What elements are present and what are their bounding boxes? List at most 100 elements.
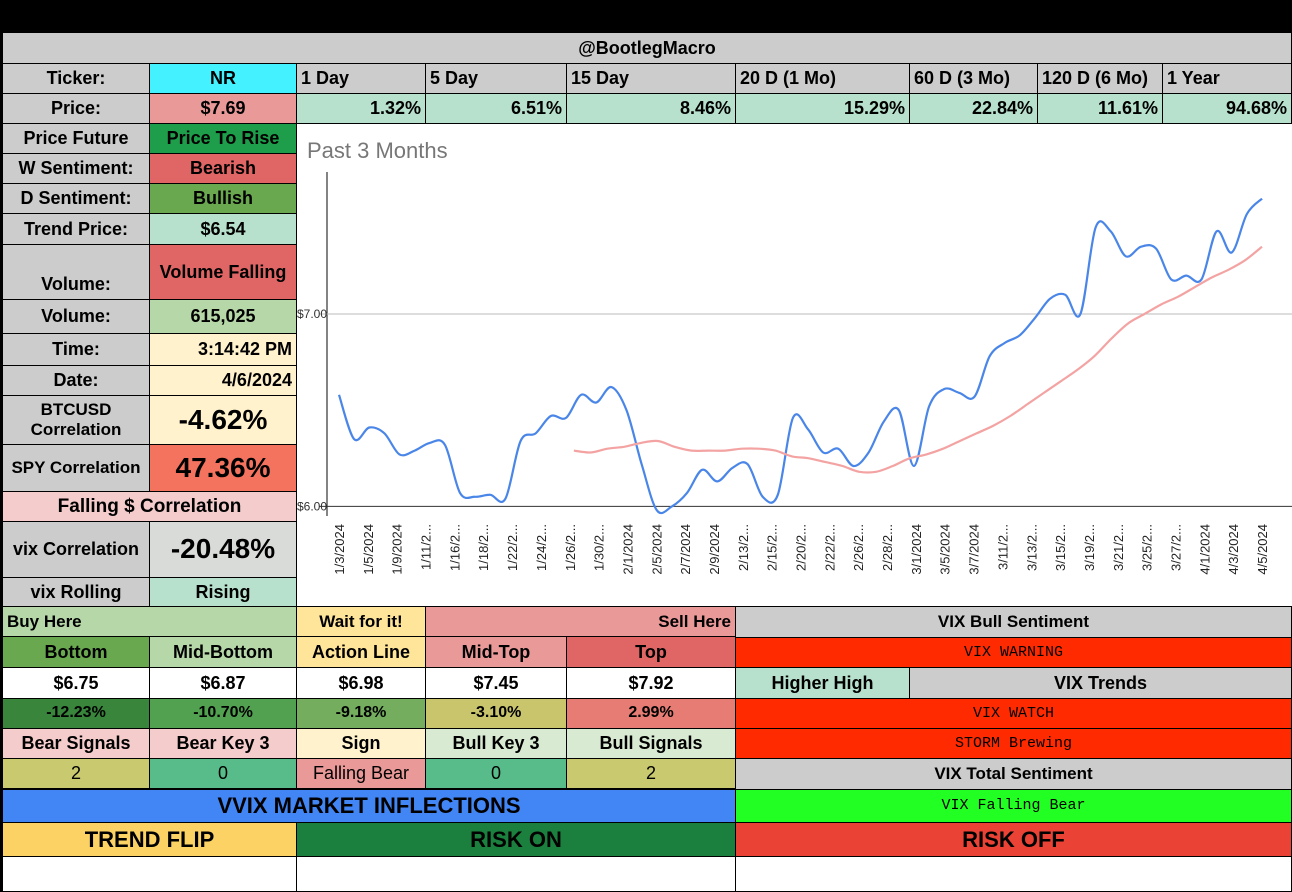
- level-price-mid-top: $7.45: [425, 667, 567, 699]
- trend-price-label: Trend Price:: [2, 213, 150, 245]
- time-value: 3:14:42 PM: [149, 333, 297, 366]
- period-value-120d: 11.61%: [1037, 93, 1163, 124]
- w-sentiment-label: W Sentiment:: [2, 153, 150, 184]
- x-tick-label: 2/26/2...: [851, 524, 866, 571]
- vix-rolling-label: vix Rolling: [2, 577, 150, 607]
- price-series-line: [337, 197, 1263, 515]
- buy-here-label: Buy Here: [2, 606, 297, 637]
- x-tick-label: 3/25/2...: [1140, 524, 1155, 571]
- vix-storm-brewing: STORM Brewing: [735, 728, 1292, 759]
- level-pct-action-line: -9.18%: [296, 698, 426, 729]
- period-value-1d: 1.32%: [296, 93, 426, 124]
- chart-title: Past 3 Months: [307, 138, 448, 163]
- vix-watch: VIX WATCH: [735, 698, 1292, 729]
- d-sentiment-label: D Sentiment:: [2, 183, 150, 214]
- x-tick-label: 3/19/2...: [1082, 524, 1097, 571]
- x-tick-label: 4/5/2024: [1255, 524, 1270, 575]
- x-tick-label: 3/21/2...: [1111, 524, 1126, 571]
- signal-header-bear: Bear Signals: [2, 728, 150, 759]
- x-tick-label: 4/1/2024: [1197, 524, 1212, 575]
- x-tick-label: 1/24/2...: [534, 524, 549, 571]
- period-label-60d: 60 D (3 Mo): [909, 63, 1038, 94]
- vix-rolling-value: Rising: [149, 577, 297, 607]
- period-value-60d: 22.84%: [909, 93, 1038, 124]
- x-tick-label: 2/22/2...: [822, 524, 837, 571]
- level-pct-mid-top: -3.10%: [425, 698, 567, 729]
- btc-correlation-value: -4.62%: [149, 395, 297, 445]
- vix-correlation-label: vix Correlation: [2, 521, 150, 578]
- trend-flip-label: TREND FLIP: [2, 822, 297, 857]
- signal-value-bear: 2: [2, 758, 150, 789]
- x-tick-label: 1/3/2024: [332, 524, 347, 575]
- x-tick-label: 1/16/2...: [447, 524, 462, 571]
- signal-header-sign: Sign: [296, 728, 426, 759]
- x-tick-label: 4/3/2024: [1226, 524, 1241, 575]
- signal-header-bull-key3: Bull Key 3: [425, 728, 567, 759]
- header-title: @BootlegMacro: [2, 32, 1292, 64]
- period-value-5d: 6.51%: [425, 93, 567, 124]
- vix-falling-bear: VIX Falling Bear: [735, 789, 1292, 823]
- date-label: Date:: [2, 365, 150, 396]
- price-chart: Past 3 Months $7.00 $6.00 1/3/2024 1/5/2024…: [297, 124, 1292, 606]
- level-price-top: $7.92: [566, 667, 736, 699]
- signal-header-bear-key3: Bear Key 3: [149, 728, 297, 759]
- period-value-15d: 8.46%: [566, 93, 736, 124]
- moving-average-line: [573, 245, 1263, 474]
- vix-warning: VIX WARNING: [735, 637, 1292, 668]
- volume-trend-label: Volume:: [2, 244, 150, 300]
- signal-value-bull-key3: 0: [425, 758, 567, 789]
- level-header-mid-top: Mid-Top: [425, 636, 567, 668]
- x-tick-label: 3/5/2024: [938, 524, 953, 575]
- period-label-15d: 15 Day: [566, 63, 736, 94]
- price-value: $7.69: [149, 93, 297, 124]
- date-value: 4/6/2024: [149, 365, 297, 396]
- period-label-1y: 1 Year: [1162, 63, 1292, 94]
- period-value-20d: 15.29%: [735, 93, 910, 124]
- period-value-1y: 94.68%: [1162, 93, 1292, 124]
- ticker-label: Ticker:: [2, 63, 150, 94]
- x-tick-label: 3/11/2...: [995, 524, 1010, 570]
- trend-flip-cell: [2, 856, 297, 892]
- volume-trend-value: Volume Falling: [149, 244, 297, 300]
- d-sentiment-value: Bullish: [149, 183, 297, 214]
- x-tick-label: 2/9/2024: [707, 524, 722, 575]
- risk-on-label: RISK ON: [296, 822, 736, 857]
- time-label: Time:: [2, 333, 150, 366]
- x-tick-label: 1/30/2...: [592, 524, 607, 571]
- vix-bull-sentiment-label: VIX Bull Sentiment: [735, 606, 1292, 638]
- spy-correlation-value: 47.36%: [149, 444, 297, 492]
- signal-value-sign: Falling Bear: [296, 758, 426, 789]
- y-tick-label: $7.00: [297, 307, 327, 321]
- price-future-value: Price To Rise: [149, 123, 297, 154]
- vix-higher-high: Higher High: [735, 667, 910, 699]
- level-pct-mid-bottom: -10.70%: [149, 698, 297, 729]
- x-tick-label: 1/26/2...: [563, 524, 578, 571]
- w-sentiment-value: Bearish: [149, 153, 297, 184]
- x-tick-label: 1/18/2...: [476, 524, 491, 571]
- x-tick-label: 1/5/2024: [361, 524, 376, 575]
- ticker-value: NR: [149, 63, 297, 94]
- spy-correlation-label: SPY Correlation: [2, 444, 150, 492]
- level-pct-bottom: -12.23%: [2, 698, 150, 729]
- x-tick-label: 2/15/2...: [765, 524, 780, 571]
- falling-correlation-label: Falling $ Correlation: [2, 491, 297, 522]
- level-header-top: Top: [566, 636, 736, 668]
- volume-value: 615,025: [149, 299, 297, 334]
- risk-on-cell: [296, 856, 736, 892]
- sell-here-label: Sell Here: [425, 606, 736, 637]
- y-tick-label: $6.00: [297, 499, 327, 513]
- price-label: Price:: [2, 93, 150, 124]
- signal-header-bull: Bull Signals: [566, 728, 736, 759]
- x-tick-label: 2/5/2024: [649, 524, 664, 575]
- x-tick-label: 1/11/2...: [419, 524, 434, 570]
- x-tick-label: 2/13/2...: [736, 524, 751, 571]
- x-tick-label: 2/7/2024: [678, 524, 693, 575]
- period-label-5d: 5 Day: [425, 63, 567, 94]
- x-tick-label: 3/1/2024: [909, 524, 924, 575]
- signal-value-bull: 2: [566, 758, 736, 789]
- x-tick-label: 2/1/2024: [620, 524, 635, 575]
- level-price-mid-bottom: $6.87: [149, 667, 297, 699]
- level-price-action-line: $6.98: [296, 667, 426, 699]
- risk-off-cell: [735, 856, 1292, 892]
- period-label-120d: 120 D (6 Mo): [1037, 63, 1163, 94]
